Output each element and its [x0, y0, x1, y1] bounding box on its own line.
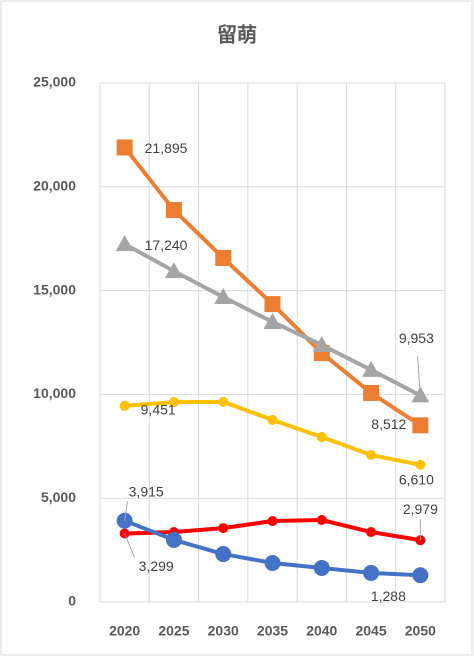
data-label: 3,299 — [139, 558, 174, 574]
x-tick-label: 2050 — [405, 623, 436, 639]
data-label: 2,979 — [403, 501, 438, 517]
data-label: 6,610 — [399, 471, 434, 487]
chart-title: 留萌 — [217, 22, 257, 46]
x-tick-label: 2045 — [355, 623, 386, 639]
marker — [165, 202, 182, 219]
marker — [215, 546, 232, 563]
x-tick-label: 2040 — [306, 623, 337, 639]
leader-line — [124, 501, 128, 521]
marker — [267, 516, 278, 527]
x-tick-label: 2025 — [158, 623, 189, 639]
y-tick-label: 15,000 — [33, 281, 76, 297]
marker — [264, 554, 281, 571]
marker — [263, 312, 282, 329]
x-tick-label: 2020 — [109, 623, 140, 639]
marker — [362, 360, 381, 377]
marker — [168, 397, 179, 408]
marker — [363, 564, 380, 581]
marker — [116, 139, 133, 156]
marker — [313, 559, 330, 576]
marker — [415, 459, 426, 470]
x-tick-label: 2035 — [257, 623, 288, 639]
marker — [267, 414, 278, 425]
marker — [164, 262, 183, 279]
data-label: 17,240 — [145, 237, 188, 253]
leader-line — [417, 356, 421, 396]
marker — [119, 400, 130, 411]
marker — [119, 528, 130, 539]
data-label: 9,953 — [399, 330, 434, 346]
marker — [218, 523, 229, 534]
data-label: 3,915 — [129, 483, 164, 499]
x-tick-label: 2030 — [208, 623, 239, 639]
marker — [412, 567, 429, 584]
marker — [363, 384, 380, 401]
data-label: 9,451 — [141, 402, 176, 418]
marker — [366, 450, 377, 461]
data-label: 1,288 — [371, 588, 406, 604]
marker — [316, 431, 327, 442]
y-tick-label: 20,000 — [33, 178, 76, 194]
marker — [312, 335, 331, 352]
marker — [115, 235, 134, 252]
marker — [215, 250, 232, 267]
leader-line — [124, 533, 135, 558]
y-tick-label: 10,000 — [33, 385, 76, 401]
marker — [116, 512, 133, 529]
y-tick-label: 25,000 — [33, 74, 76, 90]
marker — [214, 288, 233, 305]
data-label: 8,512 — [371, 416, 406, 432]
marker — [218, 396, 229, 407]
marker — [366, 527, 377, 538]
marker — [316, 514, 327, 525]
y-tick-label: 5,000 — [41, 489, 76, 505]
marker — [165, 531, 182, 548]
marker — [412, 417, 429, 434]
marker — [264, 296, 281, 313]
y-tick-label: 0 — [68, 593, 76, 609]
data-label: 21,895 — [145, 140, 188, 156]
